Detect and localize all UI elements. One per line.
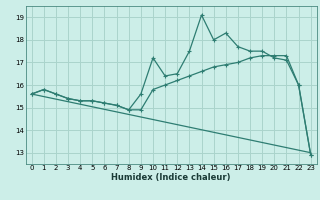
X-axis label: Humidex (Indice chaleur): Humidex (Indice chaleur) <box>111 173 231 182</box>
